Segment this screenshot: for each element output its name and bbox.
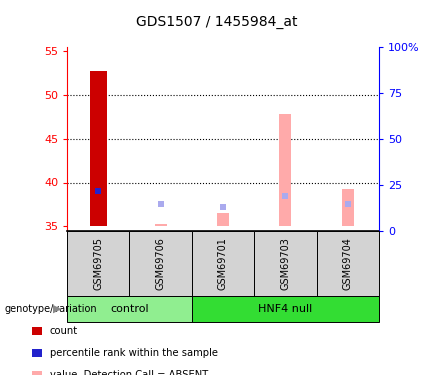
Text: GSM69706: GSM69706	[155, 237, 166, 290]
Text: ▶: ▶	[53, 304, 62, 314]
Text: HNF4 null: HNF4 null	[258, 304, 313, 314]
Text: value, Detection Call = ABSENT: value, Detection Call = ABSENT	[50, 370, 208, 375]
Text: GSM69704: GSM69704	[343, 237, 353, 290]
Bar	[217, 213, 229, 226]
Text: percentile rank within the sample: percentile rank within the sample	[50, 348, 218, 358]
Text: GSM69701: GSM69701	[218, 237, 228, 290]
Text: GSM69703: GSM69703	[280, 237, 291, 290]
Bar	[155, 224, 167, 226]
Text: genotype/variation: genotype/variation	[4, 304, 97, 314]
Text: GSM69705: GSM69705	[93, 237, 103, 290]
Bar	[342, 189, 354, 226]
Bar	[279, 114, 291, 226]
Text: control: control	[110, 304, 149, 314]
Bar	[90, 70, 107, 226]
Text: count: count	[50, 326, 78, 336]
Text: GDS1507 / 1455984_at: GDS1507 / 1455984_at	[136, 15, 297, 29]
